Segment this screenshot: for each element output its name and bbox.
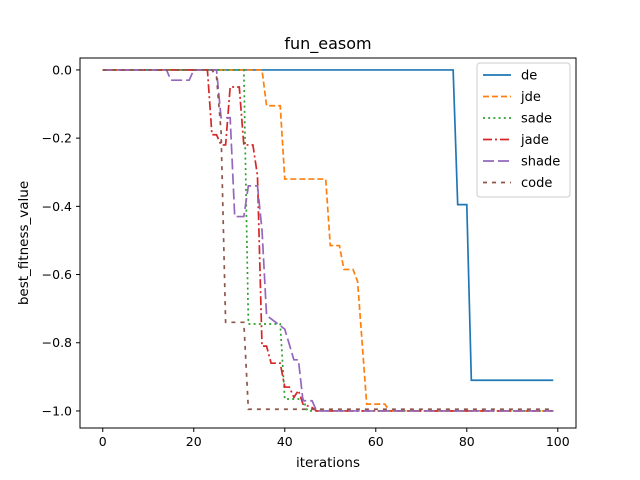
y-axis-label: best_fitness_value <box>16 181 32 305</box>
legend-label-jade: jade <box>520 133 549 148</box>
series-line-jde <box>102 69 554 412</box>
y-tick-label: 0.0 <box>52 62 72 77</box>
series-line-sade <box>102 69 554 412</box>
x-tick-label: 40 <box>277 434 293 449</box>
legend-label-code: code <box>521 176 552 191</box>
legend-label-de: de <box>521 69 537 84</box>
legend-box <box>476 62 571 198</box>
x-tick-label: 0 <box>99 434 107 449</box>
plot-frame <box>79 57 577 429</box>
y-tick-label: −0.2 <box>42 131 72 146</box>
y-tick-label: −1.0 <box>42 403 72 418</box>
series-line-code <box>102 69 554 411</box>
series-line-jade <box>102 69 554 412</box>
x-axis-label: iterations <box>296 455 360 471</box>
legend-label-shade: shade <box>521 155 560 170</box>
x-tick-label: 60 <box>368 434 384 449</box>
y-tick-label: −0.8 <box>42 335 72 350</box>
x-tick-label: 80 <box>459 434 475 449</box>
series-line-de <box>102 69 554 382</box>
x-tick-label: 100 <box>546 434 570 449</box>
legend: de jde sade jade shade code <box>476 62 571 198</box>
y-tick-label: −0.4 <box>42 199 72 214</box>
x-tick-label: 20 <box>186 434 202 449</box>
legend-label-sade: sade <box>521 112 552 127</box>
chart-title: fun_easom <box>284 34 371 54</box>
y-tick-label: −0.6 <box>42 267 72 282</box>
series-line-shade <box>102 69 554 412</box>
legend-label-jde: jde <box>520 90 541 105</box>
